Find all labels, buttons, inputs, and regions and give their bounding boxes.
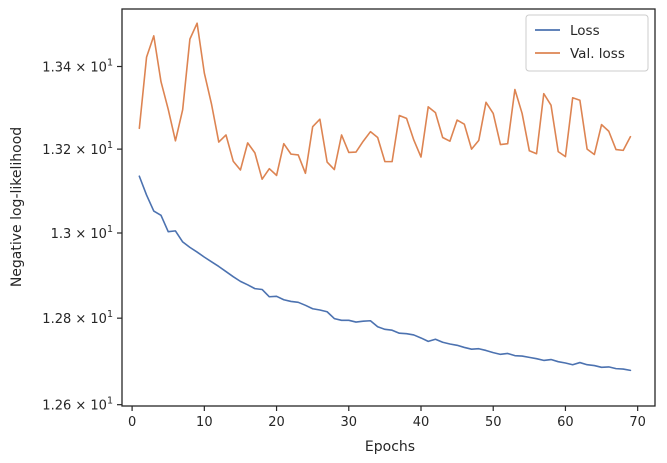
series-line-val-loss [138,22,632,180]
y-tick-label: 1.26 × 101 [42,396,113,414]
y-tick-label: 1.32 × 101 [42,140,113,158]
x-axis: 0 10 20 30 40 50 60 70 [128,406,646,430]
y-tick-label: 1.28 × 101 [42,309,113,327]
x-tick-label: 70 [629,415,646,430]
x-tick-label: 60 [557,415,574,430]
legend-label: Loss [570,23,600,39]
x-tick-label: 20 [268,415,285,430]
series-line-loss [138,175,632,372]
legend: Loss Val. loss [525,14,649,72]
x-tick-label: 40 [413,415,430,430]
x-tick-label: 0 [128,415,136,430]
legend-box [525,14,649,72]
legend-label: Val. loss [570,46,625,62]
plot-area [121,8,656,407]
x-axis-label: Epochs [365,439,415,455]
x-tick-label: 10 [196,415,213,430]
y-axis-label: Negative log-likelihood [9,127,25,287]
y-axis: 1.26 × 101 1.28 × 101 1.3 × 101 1.32 × 101 1… [42,58,122,414]
x-tick-label: 50 [485,415,502,430]
plot-background [122,9,655,406]
y-tick-label: 1.3 × 101 [51,224,113,242]
axes-frame [121,8,656,407]
x-tick-label: 30 [341,415,358,430]
y-tick-label: 1.34 × 101 [42,58,113,76]
